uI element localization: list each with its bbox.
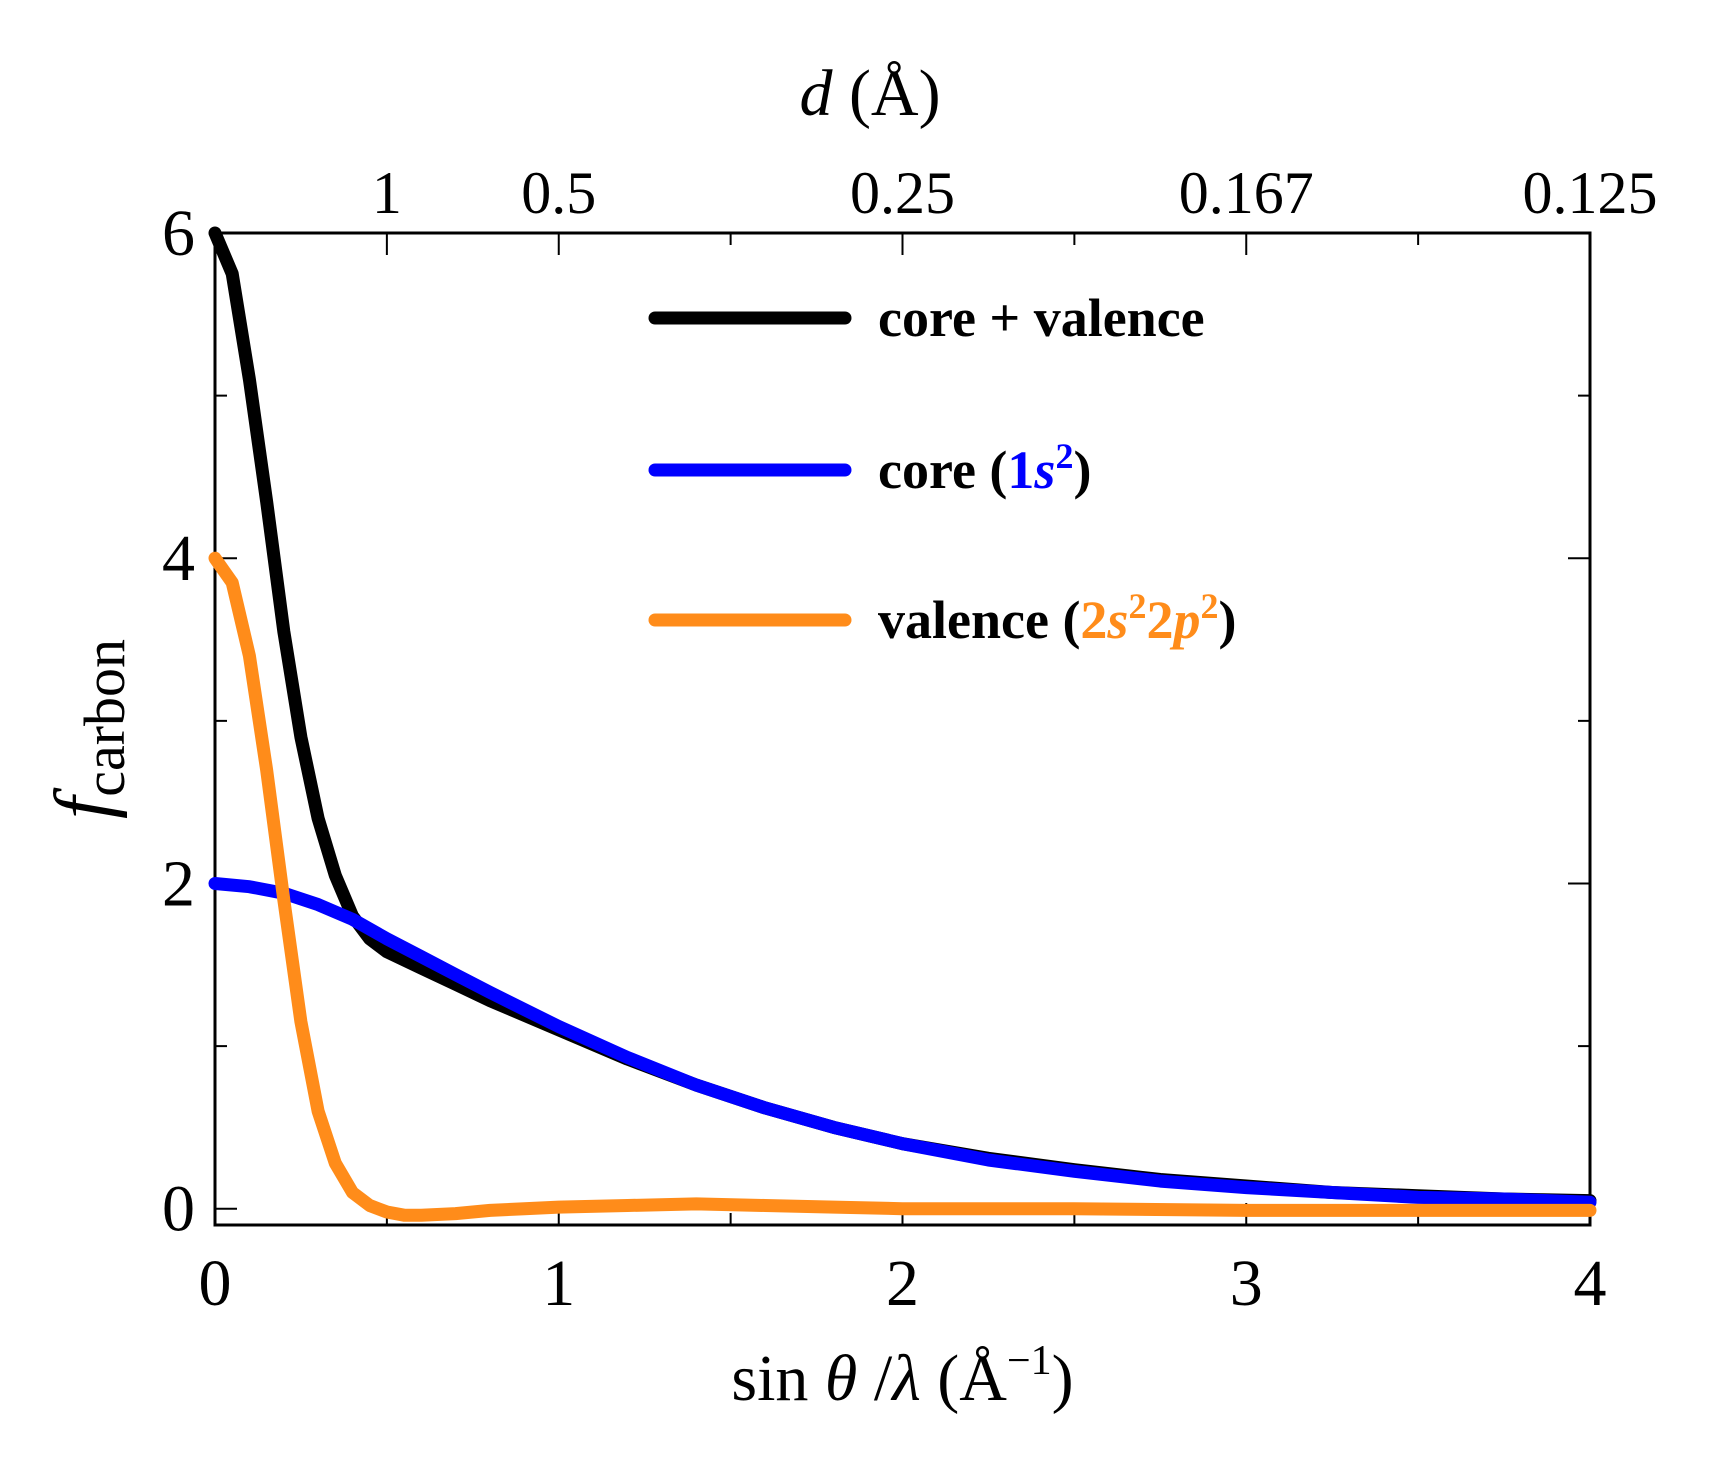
tick-labels: 0 1 2 3 4 0 2 4 6 1 0.5 0.25 0.167 0.125 <box>162 160 1658 1320</box>
x-tick-label: 1 <box>542 1247 575 1320</box>
legend: core + valence core (1s2) valence (2s22p2) <box>648 288 1236 650</box>
series-line-1 <box>208 877 1597 1209</box>
y-axis-title: fcarbon <box>40 639 137 819</box>
top-tick-label: 0.25 <box>850 160 955 226</box>
x-tick-label: 0 <box>199 1247 232 1320</box>
legend-label-2: valence (2s22p2) <box>878 586 1236 650</box>
y-tick-label: 0 <box>162 1173 195 1246</box>
legend-label-1: core (1s2) <box>878 436 1091 500</box>
y-tick-label: 2 <box>162 847 195 920</box>
axis-ticks <box>214 232 1591 1225</box>
top-axis-title: d (Å) <box>799 57 940 130</box>
x-tick-label: 2 <box>886 1247 919 1320</box>
legend-label-0: core + valence <box>878 288 1205 348</box>
y-tick-label: 6 <box>162 197 195 270</box>
top-tick-label: 0.5 <box>521 160 596 226</box>
top-tick-label: 1 <box>372 160 402 226</box>
x-tick-label: 3 <box>1230 1247 1263 1320</box>
series-line-2 <box>208 551 1597 1222</box>
top-tick-label: 0.125 <box>1523 160 1658 226</box>
series-line-0 <box>208 226 1597 1208</box>
x-axis-title: sin θ /λ (Å−1) <box>731 1338 1073 1415</box>
y-tick-label: 4 <box>162 522 195 595</box>
top-tick-label: 0.167 <box>1179 160 1314 226</box>
series-layer <box>208 226 1597 1222</box>
plot-frame <box>213 231 1592 1227</box>
x-tick-label: 4 <box>1574 1247 1607 1320</box>
